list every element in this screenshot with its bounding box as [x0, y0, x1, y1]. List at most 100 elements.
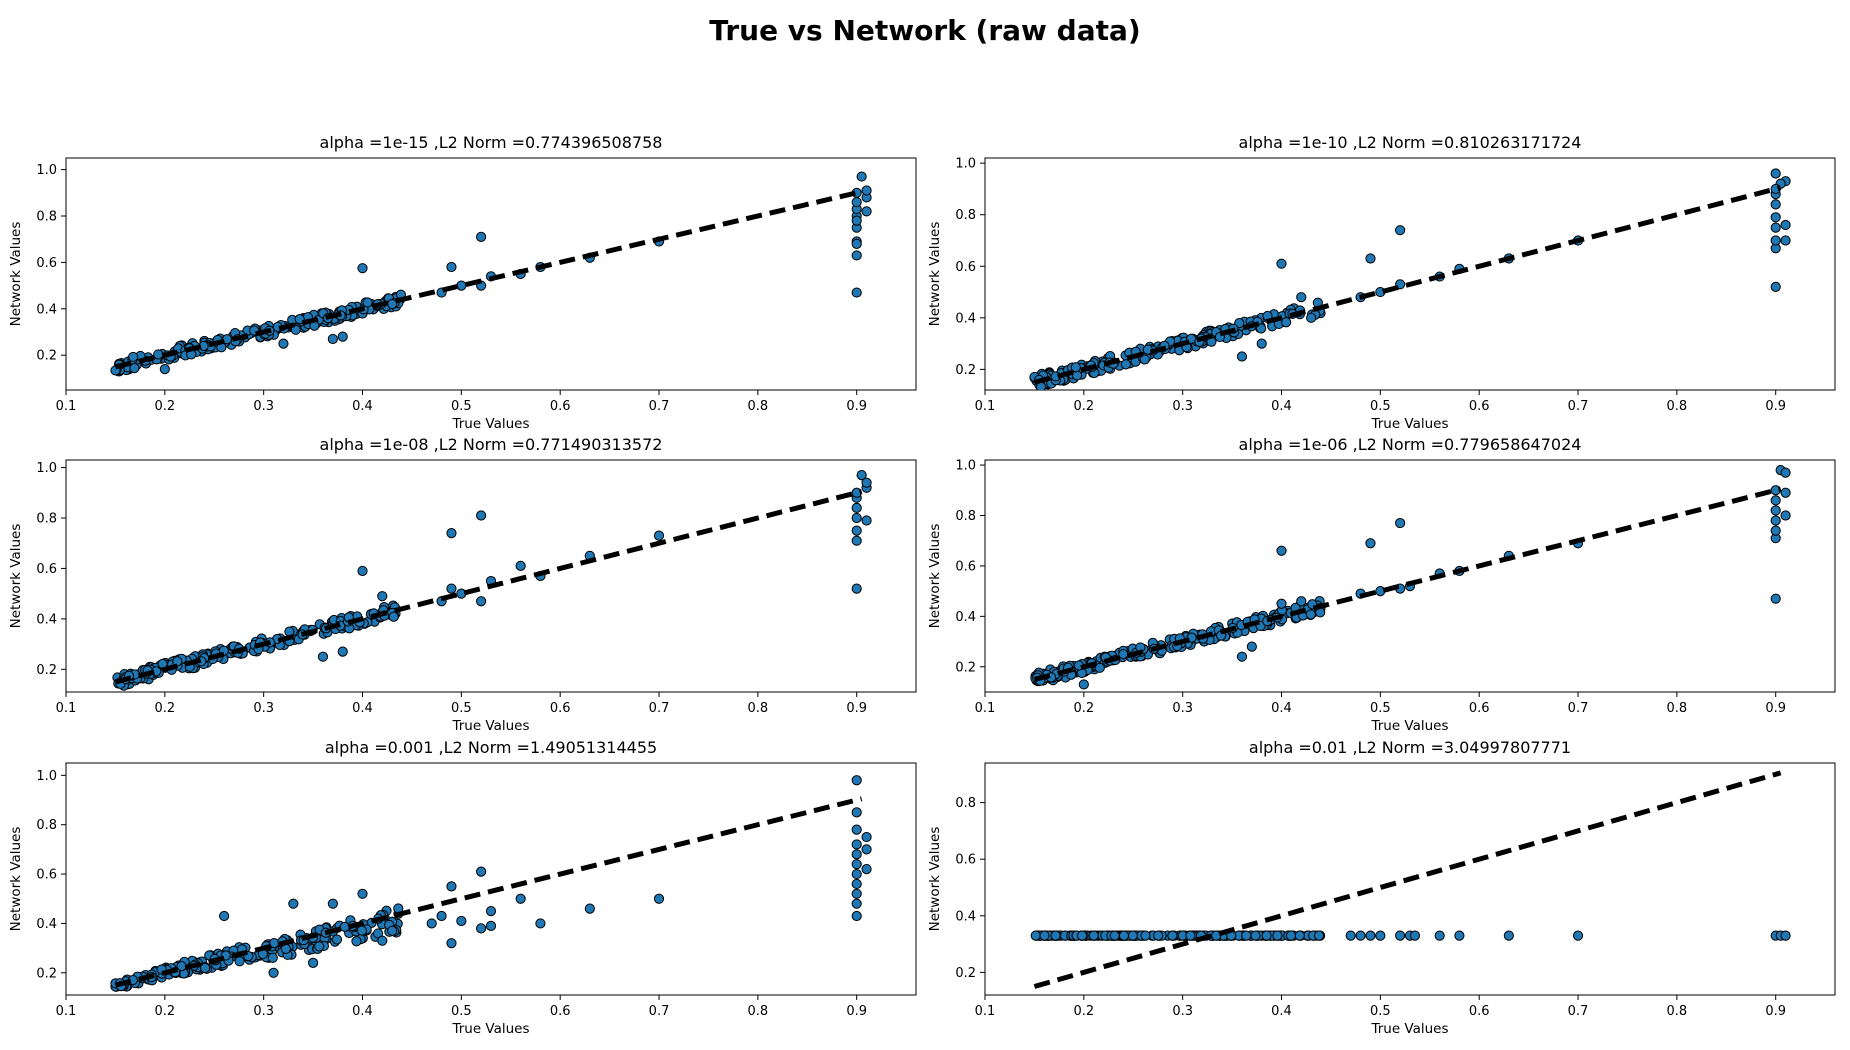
- data-point: [861, 477, 872, 488]
- data-point: [1770, 505, 1781, 516]
- data-point: [1296, 292, 1307, 303]
- x-tick-label: 0.8: [1667, 1004, 1688, 1019]
- data-point: [1434, 930, 1445, 941]
- data-point: [356, 925, 368, 936]
- x-tick-label: 0.4: [1271, 399, 1292, 414]
- x-tick-label: 0.5: [451, 1004, 472, 1019]
- y-tick-label: 0.8: [955, 796, 976, 811]
- data-point: [327, 333, 338, 345]
- x-tick-label: 0.9: [1765, 399, 1786, 414]
- data-point: [327, 898, 338, 909]
- subplot-title: alpha =1e-15 ,L2 Norm =0.774396508758: [320, 133, 663, 152]
- data-point: [476, 596, 487, 607]
- data-point: [1153, 930, 1164, 941]
- data-point: [337, 646, 348, 657]
- subplot-4: alpha =1e-06 ,L2 Norm =0.779658647024 0.1…: [927, 435, 1836, 734]
- data-point: [861, 515, 872, 526]
- data-point: [1261, 930, 1272, 941]
- data-point: [856, 171, 867, 182]
- y-tick-label: 0.8: [955, 208, 976, 223]
- x-tick-label: 0.2: [1073, 1004, 1094, 1019]
- data-point: [1355, 930, 1366, 941]
- data-point: [1039, 930, 1050, 941]
- data-point: [362, 297, 373, 308]
- y-tick-label: 0.2: [955, 363, 976, 378]
- data-point: [1345, 930, 1356, 941]
- data-point: [219, 910, 230, 922]
- data-point: [268, 967, 279, 978]
- data-point: [357, 565, 368, 577]
- data-point: [851, 849, 862, 860]
- y-tick-label: 0.4: [955, 610, 976, 625]
- data-point: [129, 363, 140, 374]
- subplot-title: alpha =0.01 ,L2 Norm =3.04997807771: [1249, 738, 1571, 757]
- data-point: [288, 898, 299, 909]
- x-tick-label: 0.1: [975, 1004, 996, 1019]
- data-point: [851, 898, 862, 909]
- x-tick-label: 0.6: [1469, 1004, 1490, 1019]
- data-point: [1256, 338, 1267, 349]
- plot-area: [112, 470, 872, 691]
- x-tick-label: 0.4: [352, 1004, 373, 1019]
- data-point: [1770, 199, 1781, 210]
- subplot-title: alpha =0.001 ,L2 Norm =1.49051314455: [325, 738, 657, 757]
- x-tick-label: 0.5: [1370, 701, 1391, 716]
- data-point: [1395, 930, 1406, 941]
- x-axis-label: True Values: [451, 718, 529, 734]
- x-tick-label: 0.6: [550, 701, 571, 716]
- plot-area: [110, 171, 872, 377]
- y-tick-label: 0.4: [36, 917, 57, 932]
- data-point: [1409, 930, 1421, 941]
- data-point: [1050, 930, 1061, 941]
- plot-area: [1030, 770, 1791, 989]
- plot-area: [1030, 464, 1791, 690]
- data-point: [653, 893, 665, 904]
- subplot-title: alpha =1e-08 ,L2 Norm =0.771490313572: [320, 435, 663, 454]
- data-point: [653, 530, 665, 541]
- x-axis-label: True Values: [451, 1021, 529, 1037]
- x-tick-label: 0.6: [1469, 701, 1490, 716]
- x-tick-label: 0.1: [56, 399, 77, 414]
- data-point: [388, 611, 399, 622]
- data-point: [314, 941, 325, 952]
- subplot-3: alpha =1e-08 ,L2 Norm =0.771490313572 0.1…: [8, 435, 917, 734]
- x-tick-label: 0.7: [1568, 399, 1589, 414]
- y-tick-label: 0.6: [36, 868, 57, 883]
- data-point: [861, 844, 872, 855]
- data-point: [851, 512, 862, 524]
- subplot-6: alpha =0.01 ,L2 Norm =3.04997807771 0.1 0.…: [927, 738, 1836, 1037]
- x-tick-label: 0.7: [1568, 701, 1589, 716]
- x-tick-label: 0.9: [846, 701, 867, 716]
- x-tick-label: 0.8: [748, 1004, 769, 1019]
- data-point: [861, 831, 872, 843]
- figure-title: True vs Network (raw data): [709, 14, 1141, 47]
- data-point: [1185, 930, 1196, 941]
- y-axis-label: Network Values: [8, 222, 24, 327]
- data-point: [456, 915, 467, 927]
- data-point: [1272, 930, 1283, 941]
- ideal-dashed-line: [1033, 486, 1782, 682]
- data-point: [1281, 317, 1292, 328]
- data-point: [1109, 930, 1120, 941]
- y-axis-label: Network Values: [927, 827, 943, 932]
- x-tick-label: 0.1: [975, 701, 996, 716]
- y-tick-label: 0.2: [955, 660, 976, 675]
- data-point: [1780, 487, 1791, 498]
- data-point: [584, 903, 595, 914]
- data-point: [1139, 354, 1150, 365]
- x-tick-label: 0.1: [56, 1004, 77, 1019]
- y-tick-label: 0.4: [955, 909, 976, 924]
- y-axis-label: Network Values: [8, 524, 24, 629]
- data-point: [851, 238, 862, 249]
- data-point: [1780, 930, 1791, 941]
- y-tick-label: 0.8: [36, 818, 57, 833]
- data-point: [476, 231, 487, 242]
- data-point: [861, 864, 872, 875]
- y-tick-label: 1.0: [955, 157, 976, 172]
- x-tick-label: 0.8: [748, 701, 769, 716]
- plot-area: [110, 775, 872, 992]
- data-point: [377, 591, 388, 602]
- data-point: [1070, 362, 1081, 373]
- x-tick-label: 0.7: [649, 399, 670, 414]
- data-point: [200, 962, 211, 974]
